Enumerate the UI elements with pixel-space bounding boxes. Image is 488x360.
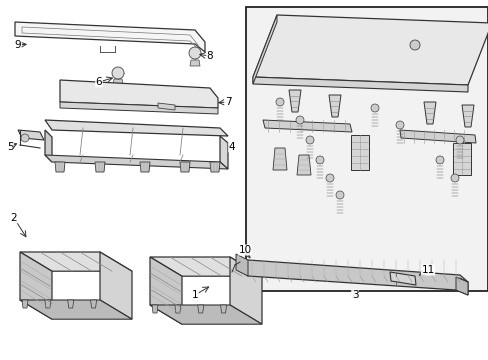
Polygon shape xyxy=(197,305,203,313)
Polygon shape xyxy=(100,252,132,319)
Polygon shape xyxy=(95,162,105,172)
Polygon shape xyxy=(452,143,470,175)
Polygon shape xyxy=(399,130,475,143)
Circle shape xyxy=(315,156,324,164)
Circle shape xyxy=(450,174,458,182)
Text: 3: 3 xyxy=(351,290,358,300)
Circle shape xyxy=(295,116,304,124)
Circle shape xyxy=(409,40,419,50)
Polygon shape xyxy=(263,120,351,132)
Polygon shape xyxy=(209,162,220,172)
Text: 10: 10 xyxy=(238,245,251,255)
Polygon shape xyxy=(60,80,218,108)
Text: 6: 6 xyxy=(96,77,102,87)
Text: 4: 4 xyxy=(228,142,235,152)
Polygon shape xyxy=(220,305,226,313)
Polygon shape xyxy=(152,305,158,313)
Text: 9: 9 xyxy=(15,40,21,50)
Polygon shape xyxy=(150,257,262,276)
Polygon shape xyxy=(45,120,227,136)
Polygon shape xyxy=(252,77,467,92)
Polygon shape xyxy=(350,135,368,170)
Polygon shape xyxy=(252,15,488,85)
Polygon shape xyxy=(158,103,175,110)
Polygon shape xyxy=(423,102,435,124)
Circle shape xyxy=(305,136,313,144)
Polygon shape xyxy=(90,300,96,308)
Text: 2: 2 xyxy=(11,213,17,223)
Polygon shape xyxy=(229,257,262,324)
Polygon shape xyxy=(45,130,52,162)
Circle shape xyxy=(335,191,343,199)
Polygon shape xyxy=(22,300,28,308)
Circle shape xyxy=(21,134,29,142)
Polygon shape xyxy=(60,102,218,114)
Polygon shape xyxy=(20,252,52,319)
Polygon shape xyxy=(180,162,190,172)
Bar xyxy=(245,7,487,291)
Circle shape xyxy=(189,47,201,59)
Text: 11: 11 xyxy=(421,265,434,275)
Text: 5: 5 xyxy=(7,142,13,152)
Polygon shape xyxy=(67,300,74,308)
Circle shape xyxy=(370,104,378,112)
Polygon shape xyxy=(240,260,467,295)
Polygon shape xyxy=(328,95,340,117)
Polygon shape xyxy=(20,252,132,271)
Circle shape xyxy=(455,136,463,144)
Polygon shape xyxy=(140,162,150,172)
Polygon shape xyxy=(272,148,286,170)
Circle shape xyxy=(112,67,124,79)
Polygon shape xyxy=(288,90,301,112)
Circle shape xyxy=(275,98,284,106)
Polygon shape xyxy=(461,105,473,127)
Polygon shape xyxy=(150,257,182,324)
Text: 7: 7 xyxy=(224,97,231,107)
Polygon shape xyxy=(296,155,310,175)
Text: 1: 1 xyxy=(191,290,198,300)
Polygon shape xyxy=(55,162,65,172)
Polygon shape xyxy=(18,130,44,140)
Polygon shape xyxy=(236,254,247,276)
Circle shape xyxy=(395,121,403,129)
Polygon shape xyxy=(150,305,262,324)
Polygon shape xyxy=(113,79,123,85)
Polygon shape xyxy=(45,155,227,169)
Circle shape xyxy=(325,174,333,182)
Polygon shape xyxy=(389,272,415,285)
Text: 8: 8 xyxy=(206,51,213,61)
Polygon shape xyxy=(15,22,204,52)
Polygon shape xyxy=(190,60,200,66)
Polygon shape xyxy=(455,277,467,295)
Circle shape xyxy=(435,156,443,164)
Polygon shape xyxy=(175,305,181,313)
Polygon shape xyxy=(20,300,132,319)
Polygon shape xyxy=(220,136,227,169)
Polygon shape xyxy=(252,15,276,84)
Polygon shape xyxy=(45,300,51,308)
